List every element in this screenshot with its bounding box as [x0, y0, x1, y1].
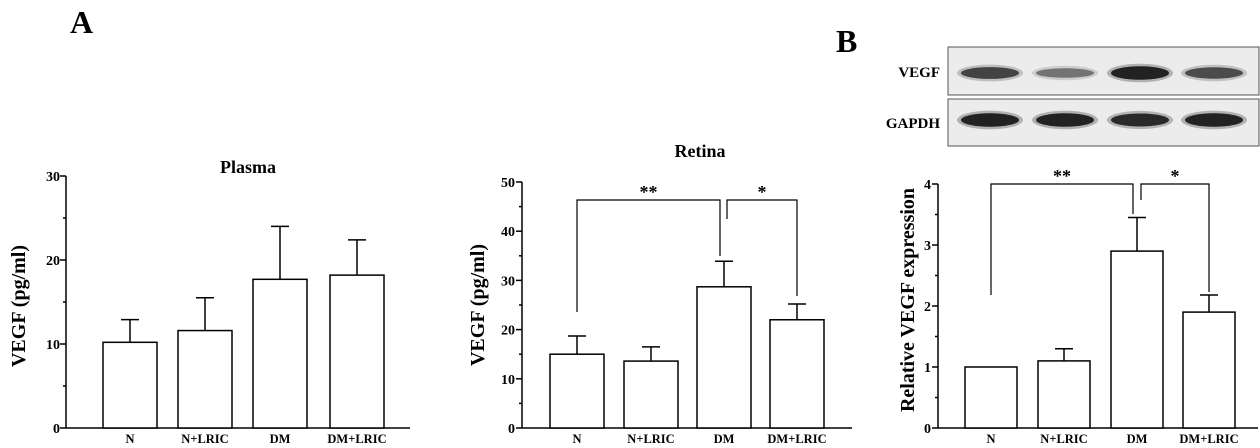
y-tick-label: 20 [501, 324, 515, 339]
bar-n-plus-lric [1037, 360, 1091, 429]
bar-n-plus-lric [623, 360, 679, 429]
significance-label: * [758, 182, 767, 202]
band-vegf-lane-4 [1185, 67, 1243, 79]
band-gapdh-lane-2 [1036, 113, 1094, 127]
panel-label-b: B [836, 23, 857, 59]
bar-dm-plus-lric [769, 319, 825, 429]
significance-bracket [1140, 183, 1210, 292]
y-tick-label: 10 [46, 338, 60, 353]
band-vegf-lane-1 [961, 67, 1019, 79]
blot-row-label-gapdh: GAPDH [886, 116, 940, 132]
significance-bracket [576, 199, 721, 312]
band-gapdh-lane-4 [1185, 113, 1243, 127]
panel-label-a: A [70, 4, 93, 40]
y-tick-label: 10 [501, 373, 515, 388]
x-tick-label: DM+LRIC [1179, 432, 1238, 446]
bar-dm-plus-lric [329, 274, 385, 429]
blot-row-label-vegf: VEGF [898, 65, 940, 81]
y-tick-label: 2 [924, 300, 931, 315]
band-vegf-lane-2 [1036, 68, 1094, 78]
bar-n [964, 366, 1018, 429]
bar-dm [1110, 250, 1164, 429]
band-gapdh-lane-1 [961, 113, 1019, 127]
y-tick-label: 4 [924, 178, 931, 193]
x-tick-label: DM [270, 432, 291, 446]
y-axis-label: VEGF (pg/ml) [8, 245, 30, 367]
y-tick-label: 20 [46, 254, 60, 269]
y-axis-label: VEGF (pg/ml) [467, 244, 489, 366]
x-tick-label: DM [714, 432, 735, 446]
y-tick-label: 3 [924, 239, 931, 254]
y-tick-label: 0 [508, 422, 515, 437]
x-tick-label: DM [1127, 432, 1148, 446]
bar-n [102, 341, 158, 429]
bar-dm [252, 278, 308, 429]
bar-n [549, 353, 605, 429]
x-tick-label: N+LRIC [627, 432, 674, 446]
y-tick-label: 0 [924, 422, 931, 437]
x-tick-label: N+LRIC [181, 432, 228, 446]
significance-bracket [990, 183, 1134, 295]
band-vegf-lane-3 [1111, 66, 1169, 80]
band-gapdh-lane-3 [1111, 113, 1169, 127]
y-tick-label: 1 [924, 361, 931, 376]
bar-dm [696, 286, 752, 429]
y-tick-label: 50 [501, 176, 515, 191]
chart-title: Plasma [220, 157, 276, 177]
chart-title: Retina [675, 141, 726, 161]
x-tick-label: DM+LRIC [327, 432, 386, 446]
x-tick-label: N [986, 432, 995, 446]
chart-plasma: Plasma VEGF (pg/ml) 0 10 20 30 N N+LRIC DM DM+L… [8, 157, 410, 446]
blot-bands-vegf [957, 63, 1247, 83]
chart-retina: Retina VEGF (pg/ml) 0 10 20 30 40 50 N N+LRIC DM… [467, 141, 852, 446]
bar-n-plus-lric [177, 329, 233, 429]
significance-label: ** [1053, 166, 1071, 186]
x-tick-label: N+LRIC [1040, 432, 1087, 446]
significance-label: * [1171, 166, 1180, 186]
x-tick-label: N [125, 432, 134, 446]
y-tick-label: 0 [53, 422, 60, 437]
y-tick-label: 30 [46, 170, 60, 185]
x-tick-label: DM+LRIC [767, 432, 826, 446]
western-blot: VEGF GAPDH [886, 46, 1260, 147]
blot-bands-gapdh [957, 110, 1247, 130]
significance-bracket [726, 199, 798, 296]
y-tick-label: 40 [501, 225, 515, 240]
x-tick-label: N [572, 432, 581, 446]
significance-label: ** [640, 182, 658, 202]
bar-dm-plus-lric [1182, 311, 1236, 429]
y-tick-label: 30 [501, 274, 515, 289]
chart-relative-vegf: Relative VEGF expression 0 1 2 3 4 N N+LRIC DM D… [897, 166, 1258, 446]
y-axis-label: Relative VEGF expression [897, 188, 919, 412]
